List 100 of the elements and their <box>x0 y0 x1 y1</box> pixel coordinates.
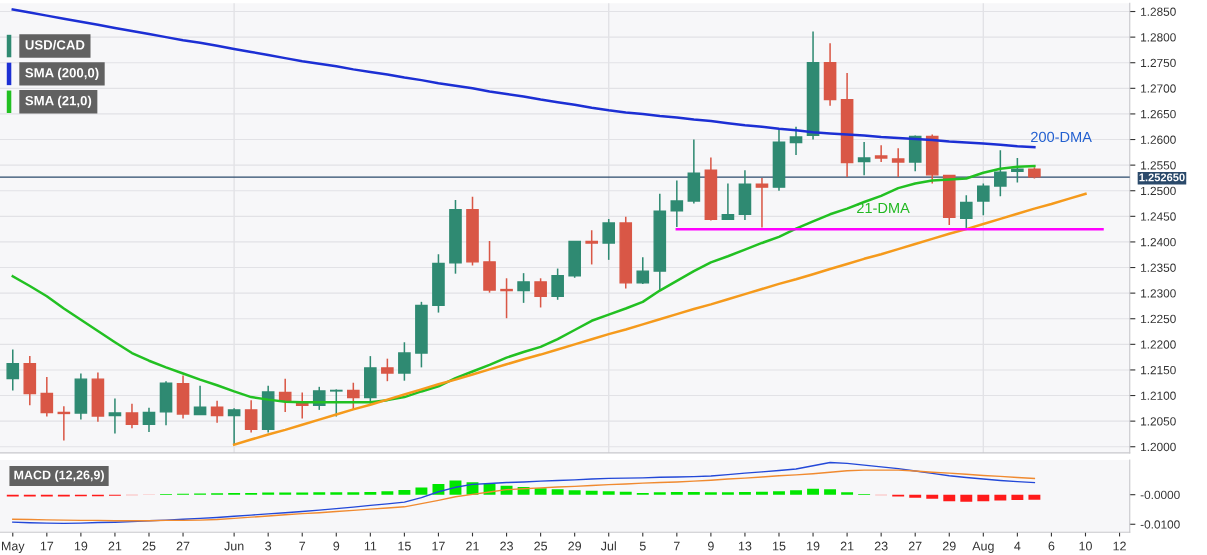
candlestick <box>244 399 258 434</box>
bar <box>756 491 768 495</box>
candlestick <box>789 125 803 156</box>
bar <box>960 494 973 502</box>
x-tick-label: 11 <box>364 541 377 551</box>
x-tick-label: 17 <box>40 541 54 551</box>
bar <box>296 492 309 495</box>
bar <box>994 494 1007 501</box>
x-tick-label: 29 <box>942 541 956 551</box>
x-tick-label: Jun <box>224 541 244 551</box>
x-tick-label: 4 <box>1014 541 1021 551</box>
ref-line-label: 1.252650 <box>1139 173 1185 182</box>
bar <box>841 492 854 495</box>
x-tick-label: 17 <box>432 541 445 551</box>
x-tick-label: Jul <box>600 541 616 551</box>
bar <box>313 492 326 495</box>
y-tick-label: 1.2250 <box>1141 314 1176 324</box>
x-tick-label: 27 <box>176 541 190 551</box>
bar <box>534 488 547 495</box>
x-tick-label: 21 <box>108 541 122 551</box>
line-series <box>11 164 1036 404</box>
y-tick-label: 1.2700 <box>1141 84 1176 93</box>
candlestick <box>959 194 973 229</box>
candlestick <box>500 277 513 319</box>
legend-label: USD/CAD <box>25 39 85 50</box>
candlestick <box>1011 157 1024 184</box>
bar <box>1011 494 1024 501</box>
candlestick <box>585 229 599 266</box>
bar <box>568 490 581 495</box>
line-series <box>12 469 1036 522</box>
y-tick-label: 1.2600 <box>1141 135 1176 144</box>
x-tick-label: 21 <box>466 541 479 551</box>
candlestick <box>551 267 564 301</box>
annotation: 21-DMA <box>857 202 910 213</box>
y-tick-label: 1.2450 <box>1141 212 1176 221</box>
x-tick-label: 10 <box>1079 541 1092 551</box>
candlestick <box>994 149 1007 198</box>
bar <box>381 491 394 495</box>
bar <box>687 492 700 495</box>
y-tick-label: 1.2150 <box>1141 365 1176 375</box>
bar <box>943 494 956 502</box>
candlestick <box>381 357 394 382</box>
bar <box>824 489 837 495</box>
candlestick <box>193 385 207 416</box>
bar <box>773 491 785 495</box>
y-tick-label: 1.2800 <box>1141 33 1176 42</box>
x-tick-label: 15 <box>398 541 411 551</box>
x-tick-label: 9 <box>707 541 714 551</box>
x-tick-label: 13 <box>738 541 752 551</box>
bar <box>347 492 360 495</box>
candlestick <box>108 397 122 435</box>
bar <box>1028 494 1041 500</box>
candlestick <box>125 402 139 430</box>
bar <box>790 490 802 495</box>
candlestick <box>142 407 156 433</box>
y-tick-label: 1.2400 <box>1141 237 1176 247</box>
x-tick-label: 21 <box>840 541 854 551</box>
bar <box>926 494 939 499</box>
candlestick <box>977 182 990 217</box>
x-tick-label: 7 <box>299 541 306 551</box>
y-tick-label: 1.2850 <box>1141 7 1176 16</box>
candlestick <box>210 399 224 424</box>
candlestick <box>6 348 20 392</box>
bar <box>738 492 751 495</box>
x-tick-label: May <box>1 541 25 553</box>
candlestick <box>755 177 769 229</box>
y-tick-label: -0.0100 <box>1140 520 1180 529</box>
line-series <box>232 192 1087 446</box>
candlestick <box>329 388 343 418</box>
bar <box>330 492 343 495</box>
x-tick-label: 23 <box>500 541 513 551</box>
bar <box>721 492 734 495</box>
x-tick-label: 12 <box>1113 541 1126 551</box>
bar <box>619 491 632 495</box>
bar <box>909 494 922 498</box>
candlestick <box>874 144 888 163</box>
x-tick-label: 9 <box>333 541 340 551</box>
bar <box>415 487 428 495</box>
candlestick <box>891 147 905 178</box>
bar <box>807 488 820 495</box>
candlestick <box>278 377 292 413</box>
x-tick-label: Aug <box>972 541 994 553</box>
y-tick-label: 1.2750 <box>1141 58 1176 68</box>
y-tick-label: 1.2650 <box>1141 109 1176 119</box>
y-tick-label: 1.2300 <box>1141 289 1176 298</box>
bar <box>398 489 411 495</box>
candlestick <box>721 182 735 221</box>
legend-label: SMA (200,0) <box>25 67 99 81</box>
x-tick-label: 3 <box>265 541 272 551</box>
x-tick-label: 29 <box>568 541 582 551</box>
line-series <box>12 461 1036 525</box>
annotation: 200-DMA <box>1031 131 1092 143</box>
text: MACD (12,26,9) <box>14 470 104 482</box>
x-tick-label: 15 <box>772 541 786 551</box>
x-tick-label: 19 <box>807 541 820 551</box>
bar <box>262 492 275 495</box>
bar <box>551 489 564 495</box>
candlestick <box>534 277 547 309</box>
candlestick <box>346 381 360 411</box>
candlestick <box>602 218 616 261</box>
